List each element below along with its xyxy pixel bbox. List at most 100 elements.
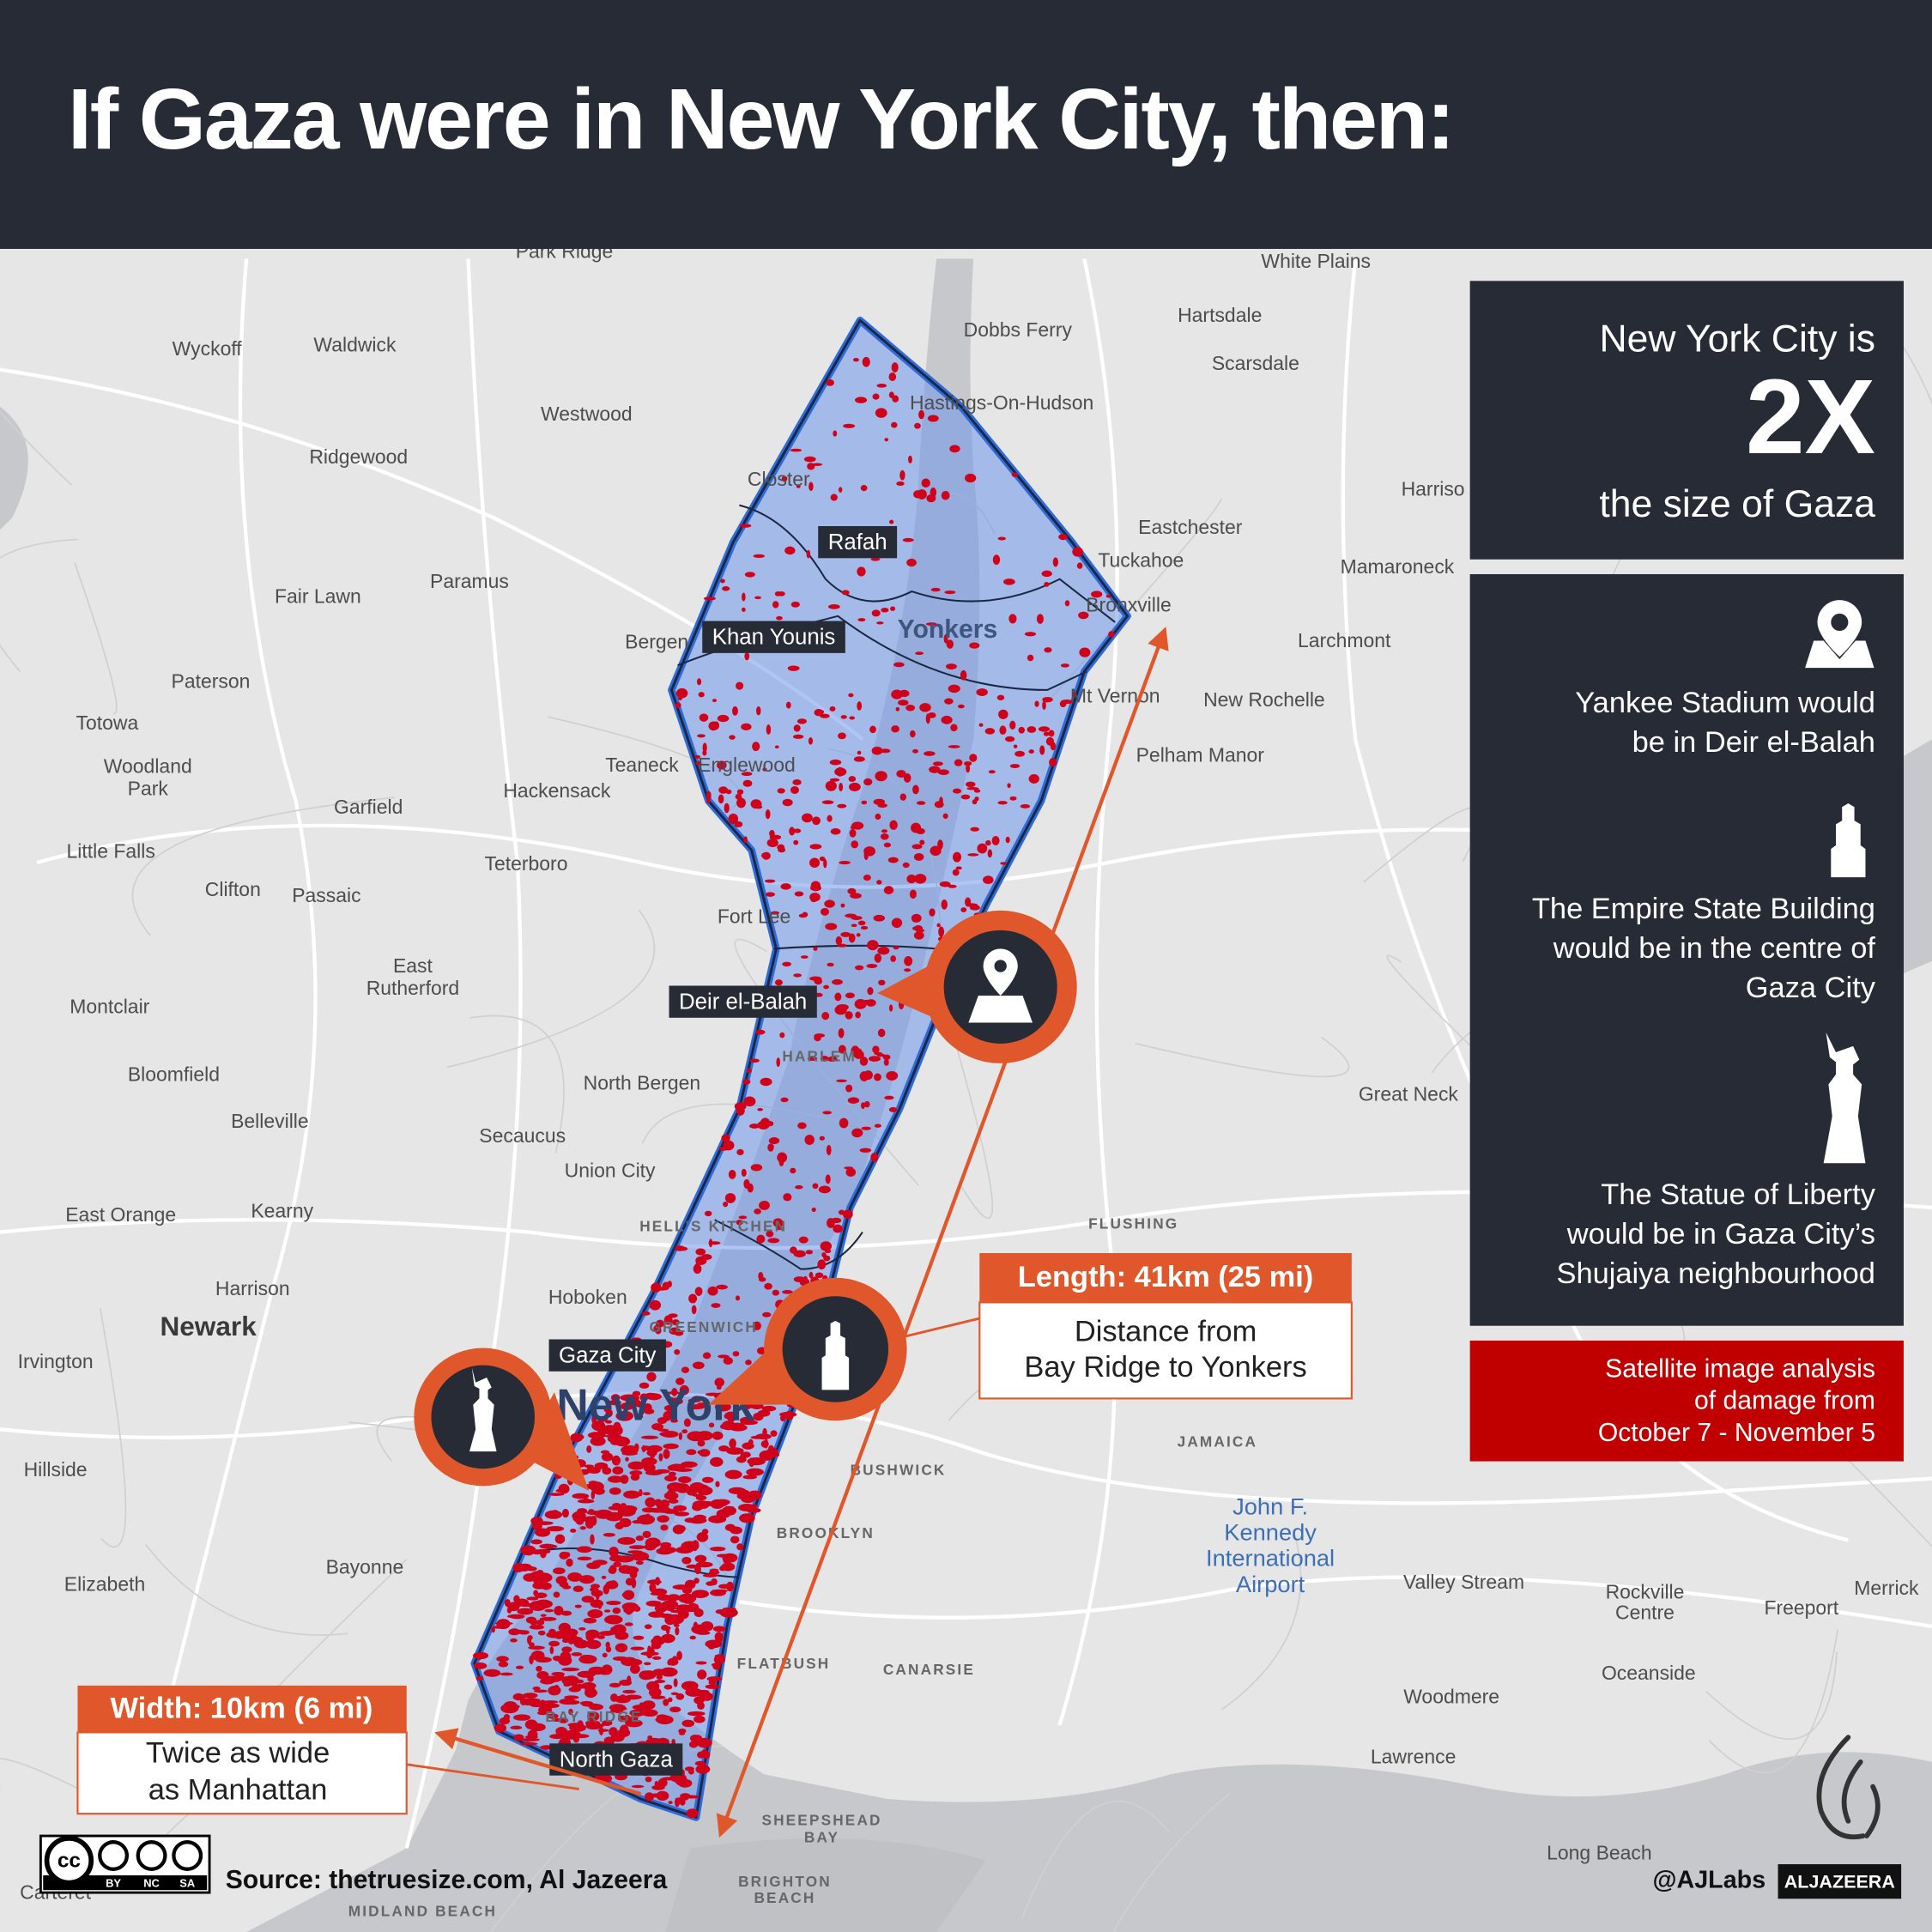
damage-spot (722, 1553, 738, 1563)
damage-spot (837, 803, 847, 809)
damage-spot (777, 788, 785, 794)
damage-spot (764, 879, 776, 883)
damage-spot (829, 759, 842, 766)
damage-spot (919, 703, 931, 712)
damage-spot (829, 706, 836, 712)
damage-spot (827, 815, 833, 822)
damage-spot (694, 1554, 707, 1563)
damage-spot (532, 1687, 541, 1691)
damage-spot (965, 473, 977, 483)
place-label: Hackensack (503, 779, 611, 802)
damage-spot (720, 578, 725, 584)
damage-spot (848, 693, 854, 698)
damage-spot (675, 1378, 685, 1385)
damage-spot (740, 1452, 747, 1463)
damage-spot (601, 1664, 613, 1675)
damage-spot (554, 1685, 560, 1692)
damage-spot (1027, 654, 1034, 662)
damage-spot (568, 1708, 573, 1716)
damage-spot (641, 1445, 651, 1451)
damage-spot (697, 1669, 707, 1680)
damage-spot (528, 1645, 545, 1650)
damage-spot (645, 1776, 652, 1783)
damage-spot (758, 1271, 764, 1281)
damage-spot (826, 1218, 835, 1228)
place-label: Mamaroneck (1341, 555, 1455, 578)
minor-road (99, 1308, 127, 1548)
fact-text: Yankee Stadium would (1575, 687, 1875, 719)
damage-spot (691, 1396, 702, 1402)
damage-spot (853, 756, 865, 762)
place-label: Centre (1615, 1602, 1675, 1624)
damage-spot (729, 735, 736, 740)
damage-spot (875, 408, 887, 418)
damage-spot (896, 481, 905, 487)
place-label: Dobbs Ferry (964, 318, 1073, 341)
damage-spot (863, 778, 873, 786)
damage-spot (526, 1596, 539, 1601)
damage-spot (629, 1709, 645, 1717)
damage-spot (884, 438, 889, 442)
damage-spot (532, 1582, 546, 1590)
damage-spot (669, 1396, 675, 1406)
damage-spot (668, 1313, 678, 1318)
damage-spot (656, 1675, 663, 1680)
damage-spot (721, 1134, 730, 1142)
damage-spot (629, 1470, 643, 1476)
damage-spot (750, 1164, 763, 1172)
place-label: Fair Lawn (275, 584, 361, 607)
damage-spot (1072, 547, 1083, 557)
damage-spot (491, 1626, 495, 1633)
damage-spot (696, 678, 702, 686)
damage-spot (645, 1393, 662, 1401)
damage-spot (725, 789, 732, 795)
damage-spot (500, 1703, 519, 1714)
damage-spot (630, 1646, 645, 1650)
damage-spot (841, 590, 850, 596)
damage-spot (609, 1487, 621, 1495)
damage-spot (697, 734, 706, 738)
damage-spot (853, 358, 859, 362)
damage-spot (875, 771, 887, 782)
damage-spot (762, 1427, 767, 1438)
damage-spot (637, 1514, 656, 1525)
damage-spot (1014, 750, 1025, 757)
damage-spot (672, 1524, 685, 1535)
damage-spot (988, 770, 996, 774)
damage-spot (966, 903, 978, 907)
damage-spot (554, 1534, 566, 1544)
damage-spot (710, 1546, 726, 1552)
damage-spot (778, 846, 786, 853)
damage-spot (867, 940, 879, 951)
damage-spot (859, 1071, 869, 1081)
damage-spot (792, 779, 802, 785)
damage-spot (572, 1735, 580, 1743)
damage-spot (790, 1167, 796, 1174)
minor-road (131, 796, 395, 936)
damage-spot (878, 979, 886, 986)
damage-spot (652, 1669, 666, 1676)
gaza-area-label: Deir el-Balah (679, 990, 807, 1014)
aljazeera-logo (1816, 1735, 1881, 1839)
width-text-bg (76, 1731, 408, 1815)
damage-spot (535, 1528, 551, 1537)
damage-spot (803, 456, 816, 463)
damage-spot (762, 1311, 772, 1317)
damage-spot (818, 1185, 831, 1194)
damage-spot (834, 1005, 847, 1015)
damage-spot (873, 1073, 881, 1081)
damage-spot (790, 448, 802, 452)
damage-spot (768, 1444, 774, 1453)
damage-spot (768, 1137, 780, 1145)
damage-spot (884, 1095, 894, 1100)
damage-spot (529, 1655, 534, 1665)
damage-spot (826, 379, 834, 386)
damage-spot (529, 1601, 547, 1611)
width-label: Width: 10km (6 mi) (110, 1693, 372, 1725)
damage-spot (702, 1352, 712, 1360)
place-label: Totowa (76, 712, 139, 734)
damage-spot (911, 913, 922, 923)
damage-spot (939, 796, 943, 806)
damage-note-bg (1469, 1340, 1904, 1462)
damage-spot (1013, 744, 1018, 748)
